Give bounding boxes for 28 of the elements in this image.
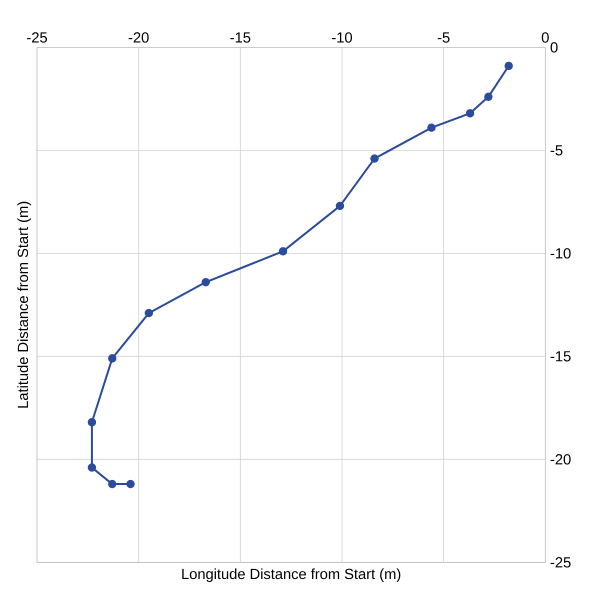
point bbox=[504, 62, 513, 70]
y-tick-label: -10 bbox=[550, 248, 571, 258]
y-tick-label: 0 bbox=[550, 42, 558, 52]
point bbox=[108, 354, 116, 362]
y-tick-label: -25 bbox=[550, 556, 571, 568]
y-axis-title: Latitude Distance from Start (m) bbox=[17, 202, 31, 408]
point bbox=[108, 480, 116, 488]
y-tick-label: -15 bbox=[550, 351, 571, 362]
point bbox=[88, 463, 96, 472]
y-tick-label: -20 bbox=[550, 454, 571, 464]
point bbox=[427, 123, 436, 132]
x-axis-title: Longitude Distance from Start (m) bbox=[182, 568, 400, 582]
x-tick-label: -5 bbox=[438, 32, 450, 42]
point bbox=[336, 202, 344, 210]
x-tick-label: 0 bbox=[542, 32, 549, 42]
point bbox=[88, 418, 96, 426]
point bbox=[484, 92, 493, 101]
x-tick-label: -20 bbox=[128, 32, 149, 42]
x-tick-label: -10 bbox=[332, 32, 352, 42]
point bbox=[278, 246, 288, 256]
point bbox=[126, 480, 135, 488]
point bbox=[370, 154, 379, 163]
y-tick-label: -5 bbox=[550, 145, 562, 156]
point bbox=[466, 108, 474, 118]
x-tick-label: -15 bbox=[230, 32, 250, 42]
point bbox=[144, 308, 154, 318]
x-tick-label: -25 bbox=[27, 32, 47, 42]
point bbox=[202, 278, 210, 286]
